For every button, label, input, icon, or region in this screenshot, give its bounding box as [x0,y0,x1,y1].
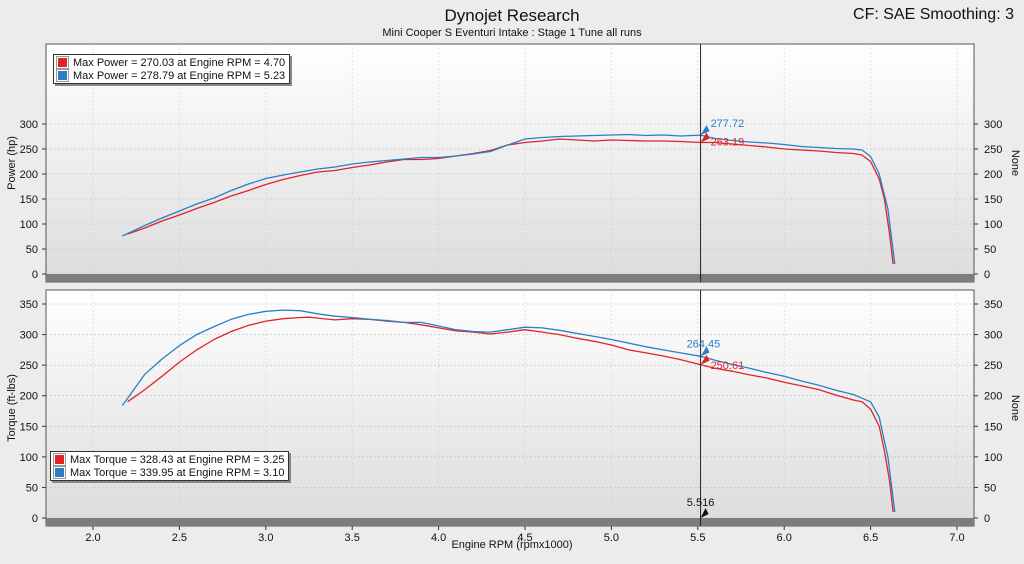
cursor-marker-blue [700,125,710,136]
cursor-value-x: 5.516 [687,497,715,509]
cursor-value-blue: 277.72 [711,118,745,130]
y2-tick-label: 0 [984,269,990,281]
y2-tick-label: 100 [984,452,1002,464]
y2-tick-label: 0 [984,513,990,525]
red-swatch [53,453,66,466]
y-axis-label: Power (hp) [6,136,18,190]
legend-entry-text: Max Torque = 339.95 at Engine RPM = 3.10 [70,466,285,479]
x-tick-label: 4.5 [517,532,532,544]
series-line-red [127,138,894,265]
y2-tick-label: 250 [984,360,1002,372]
y2-tick-label: 150 [984,421,1002,433]
y2-axis-label: None [1009,150,1021,176]
y2-tick-label: 150 [984,194,1002,206]
x-tick-label: 5.0 [604,532,619,544]
y-tick-label: 100 [20,219,38,231]
series-line-blue [121,309,896,512]
y2-tick-label: 300 [984,330,1002,342]
y2-tick-label: 200 [984,169,1002,181]
y-tick-label: 150 [20,421,38,433]
y-tick-label: 200 [20,169,38,181]
x-tick-label: 7.0 [949,532,964,544]
y-tick-label: 0 [32,513,38,525]
cursor-marker-red [700,132,710,143]
y2-tick-label: 50 [984,244,996,256]
legend-entry-text: Max Torque = 328.43 at Engine RPM = 3.25 [70,453,285,466]
y-tick-label: 100 [20,452,38,464]
y-tick-label: 300 [20,119,38,131]
cursor-marker-red [700,354,710,365]
y2-tick-label: 200 [984,391,1002,403]
y2-tick-label: 250 [984,144,1002,156]
x-tick-label: 3.5 [345,532,360,544]
y-tick-label: 150 [20,194,38,206]
plot-area [45,289,975,527]
y2-tick-label: 300 [984,119,1002,131]
x-tick-label: 6.0 [777,532,792,544]
power-legend: Max Power = 270.03 at Engine RPM = 4.70 … [53,54,291,84]
torque-legend: Max Torque = 328.43 at Engine RPM = 3.25… [50,451,290,481]
chart-subtitle: Mini Cooper S Eventuri Intake : Stage 1 … [382,27,642,39]
x-tick-label: 3.0 [258,532,273,544]
y-tick-label: 250 [20,144,38,156]
baseline-strip [46,518,974,526]
y-tick-label: 350 [20,299,38,311]
x-tick-label: 6.5 [863,532,878,544]
series-line-blue [122,133,896,265]
cursor-value-blue: 264.45 [687,338,721,350]
y-axis-label: Torque (ft-lbs) [6,374,18,442]
cursor-marker-blue [700,346,710,357]
legend-entry-text: Max Power = 278.79 at Engine RPM = 5.23 [73,69,286,82]
x-tick-label: 4.0 [431,532,446,544]
cursor-value-red: 250.61 [711,360,745,372]
torque-plot: 0 0 50 50 100 100 150 150 200 200 250 250 300 300 350 3… [6,289,1021,544]
x-tick-label: 5.5 [690,532,705,544]
y-tick-label: 50 [26,482,38,494]
series-line-red [127,316,894,512]
legend-entry-blue: Max Power = 278.79 at Engine RPM = 5.23 [56,69,286,82]
x-axis-label: Engine RPM (rpmx1000) [451,539,573,551]
legend-entry-text: Max Power = 270.03 at Engine RPM = 4.70 [73,56,286,69]
y2-axis-label: None [1009,395,1021,421]
cursor-marker-x [700,508,709,518]
x-tick-label: 2.5 [172,532,187,544]
blue-swatch [53,466,66,479]
correction-factor-info: CF: SAE Smoothing: 3 [853,6,1014,23]
cursor-value-red: 263.19 [711,137,745,149]
legend-entry-red: Max Torque = 328.43 at Engine RPM = 3.25 [53,453,285,466]
y-tick-label: 50 [26,244,38,256]
y-tick-label: 250 [20,360,38,372]
blue-swatch [56,69,69,82]
y-tick-label: 200 [20,391,38,403]
legend-entry-blue: Max Torque = 339.95 at Engine RPM = 3.10 [53,466,285,479]
y-tick-label: 0 [32,269,38,281]
chart-title: Dynojet Research [444,6,580,25]
legend-entry-red: Max Power = 270.03 at Engine RPM = 4.70 [56,56,286,69]
baseline-strip [46,274,974,282]
y-tick-label: 300 [20,330,38,342]
y2-tick-label: 50 [984,482,996,494]
y2-tick-label: 350 [984,299,1002,311]
x-tick-label: 2.0 [85,532,100,544]
y2-tick-label: 100 [984,219,1002,231]
red-swatch [56,56,69,69]
